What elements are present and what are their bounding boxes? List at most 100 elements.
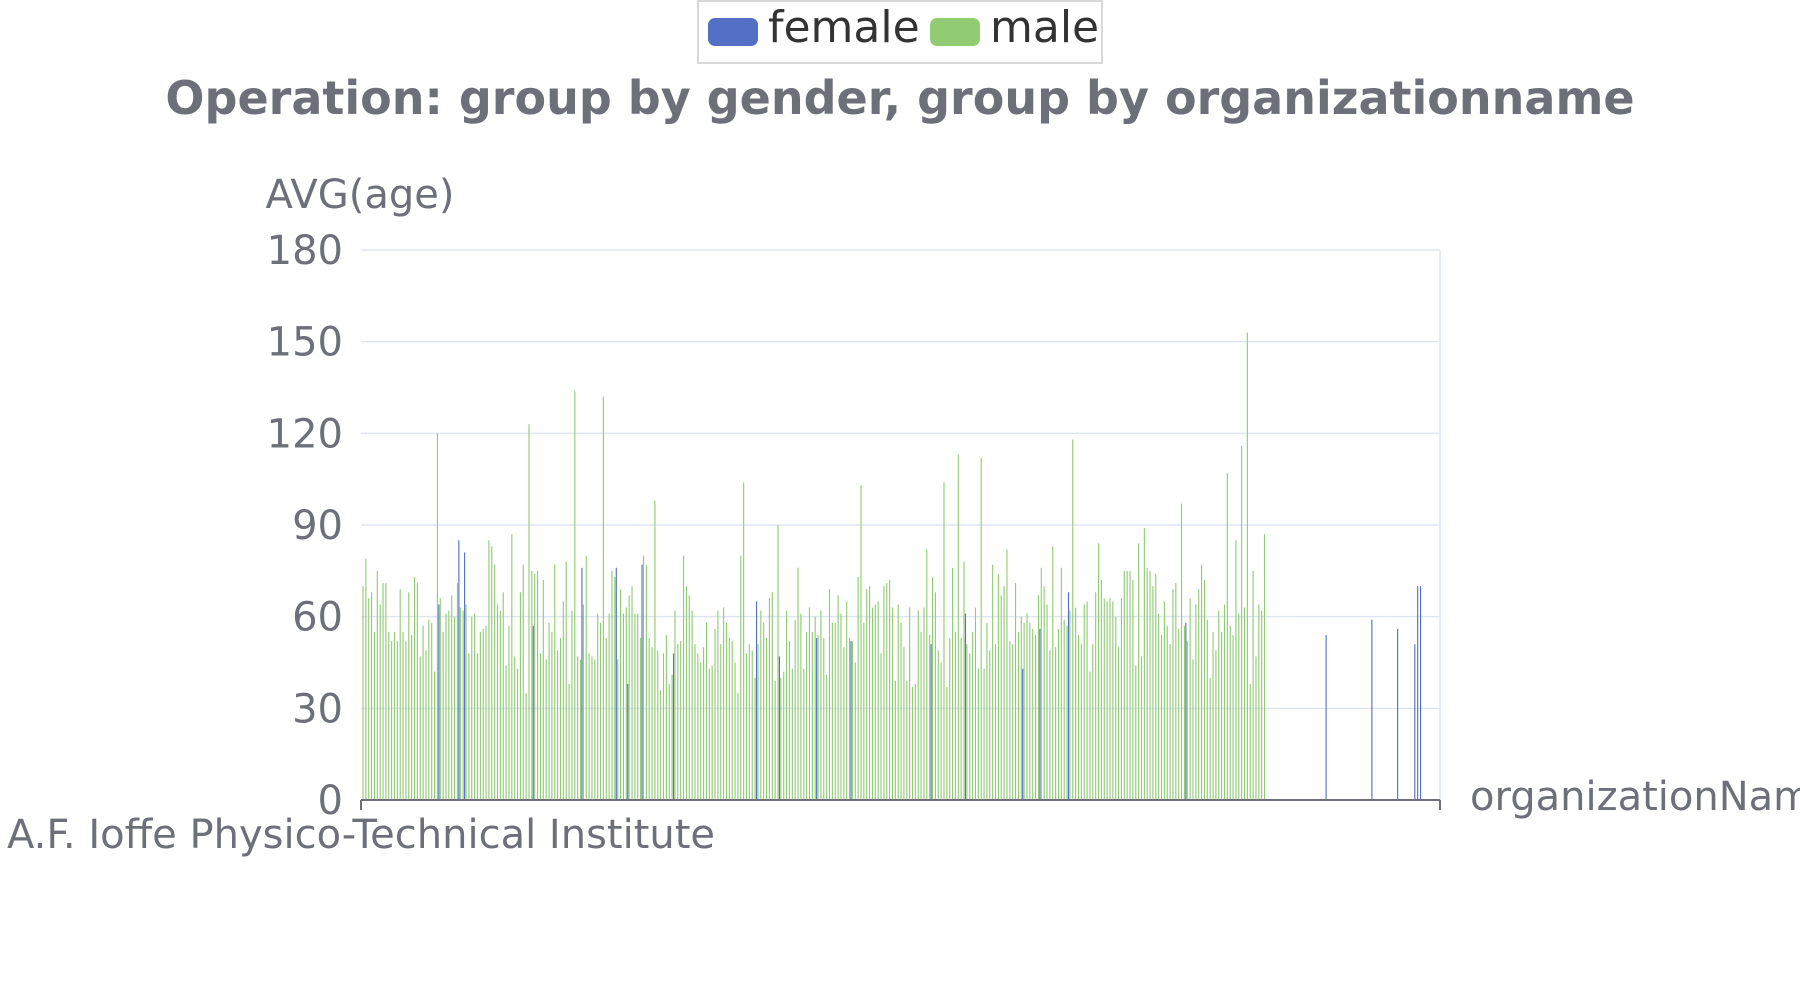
- legend-item-female[interactable]: female: [708, 2, 920, 53]
- bar-male: [537, 570, 539, 800]
- bar-male: [1243, 607, 1246, 800]
- bar-male: [900, 622, 902, 800]
- bar-male: [436, 433, 438, 800]
- bar-male: [1232, 635, 1234, 800]
- bar-male: [1000, 595, 1002, 800]
- bar-male: [448, 610, 450, 800]
- bar-male: [866, 589, 868, 800]
- bar-female: [1325, 635, 1327, 800]
- bar-male: [854, 662, 856, 800]
- bar-male: [625, 607, 627, 800]
- bar-male: [637, 613, 639, 800]
- bar-male: [628, 595, 630, 800]
- bar-male: [843, 647, 845, 800]
- bar-male: [771, 592, 773, 800]
- bar-male: [828, 589, 831, 800]
- bar-male: [743, 482, 745, 800]
- bar-male: [548, 622, 550, 800]
- bar-male: [1120, 598, 1123, 800]
- bar-male: [559, 638, 562, 800]
- bar-male: [1003, 586, 1005, 800]
- bar-male: [880, 653, 882, 800]
- bar-male: [582, 604, 584, 800]
- bar-male: [1263, 534, 1266, 800]
- bar-male: [797, 567, 799, 800]
- bar-male: [1255, 656, 1257, 800]
- bar-male: [974, 607, 977, 800]
- x-tick-label: A.F. Ioffe Physico-Technical Institute: [7, 812, 715, 858]
- bar-male: [926, 549, 928, 800]
- bar-male: [645, 564, 647, 800]
- bar-male: [365, 558, 367, 800]
- bar-male: [1040, 567, 1042, 800]
- bar-male: [891, 607, 894, 800]
- bar-male: [539, 653, 542, 800]
- bar-male: [682, 555, 685, 800]
- bar-male: [966, 644, 968, 800]
- bar-male: [1109, 598, 1111, 800]
- legend[interactable]: female male: [697, 0, 1103, 64]
- bar-male: [385, 583, 387, 800]
- bar-male: [516, 668, 519, 800]
- bar-male: [508, 625, 510, 800]
- bar-female: [1185, 622, 1187, 800]
- bar-male: [1077, 635, 1080, 800]
- bar-male: [1155, 573, 1157, 800]
- bar-female: [778, 656, 780, 800]
- x-axis-label: organizationName: [1470, 774, 1800, 820]
- bar-male: [419, 656, 421, 800]
- bar-male: [914, 683, 916, 800]
- bar-male: [373, 631, 376, 800]
- bar-male: [1192, 659, 1194, 800]
- bar-male: [488, 540, 490, 800]
- bar-male: [1103, 598, 1105, 800]
- bar-male: [980, 457, 982, 800]
- bar-male: [494, 564, 496, 800]
- bars: [362, 332, 1422, 800]
- bar-male: [425, 650, 427, 800]
- bar-male: [1066, 625, 1068, 800]
- bar-male: [557, 650, 559, 800]
- bar-male: [1106, 601, 1108, 800]
- bar-male: [1135, 665, 1137, 800]
- bar-male: [783, 671, 785, 800]
- bar-male: [1049, 650, 1051, 800]
- bar-male: [1138, 543, 1140, 800]
- bar-male: [620, 589, 622, 800]
- bar-male: [705, 622, 708, 800]
- bar-male: [886, 583, 888, 800]
- bar-male: [1215, 650, 1217, 800]
- bar-male: [1046, 604, 1048, 800]
- y-tick-label: 120: [267, 411, 343, 457]
- bar-male: [768, 598, 770, 800]
- y-tick-label: 90: [292, 503, 343, 549]
- bar-male: [697, 653, 699, 800]
- legend-item-male[interactable]: male: [930, 2, 1099, 53]
- bar-male: [748, 644, 750, 800]
- bar-male: [1180, 503, 1183, 800]
- bar-male: [648, 638, 650, 800]
- bar-male: [362, 586, 364, 800]
- bar-male: [714, 628, 716, 800]
- bar-male: [519, 592, 521, 800]
- bar-male: [1146, 567, 1148, 800]
- bar-male: [668, 683, 670, 800]
- bar-male: [405, 641, 407, 800]
- bar-male: [780, 677, 782, 800]
- bar-male: [688, 595, 690, 800]
- bar-male: [871, 607, 874, 800]
- bar-male: [514, 656, 516, 800]
- bar-male: [737, 693, 739, 800]
- bar-male: [848, 638, 851, 800]
- bar-male: [531, 570, 533, 800]
- bar-male: [694, 644, 696, 800]
- bar-male: [382, 583, 384, 800]
- bar-male: [708, 668, 710, 800]
- bar-male: [476, 653, 479, 800]
- bar-male: [1178, 628, 1180, 800]
- legend-swatch-female: [708, 18, 758, 46]
- bar-male: [883, 586, 885, 800]
- bar-male: [433, 671, 436, 800]
- bar-male: [760, 610, 762, 800]
